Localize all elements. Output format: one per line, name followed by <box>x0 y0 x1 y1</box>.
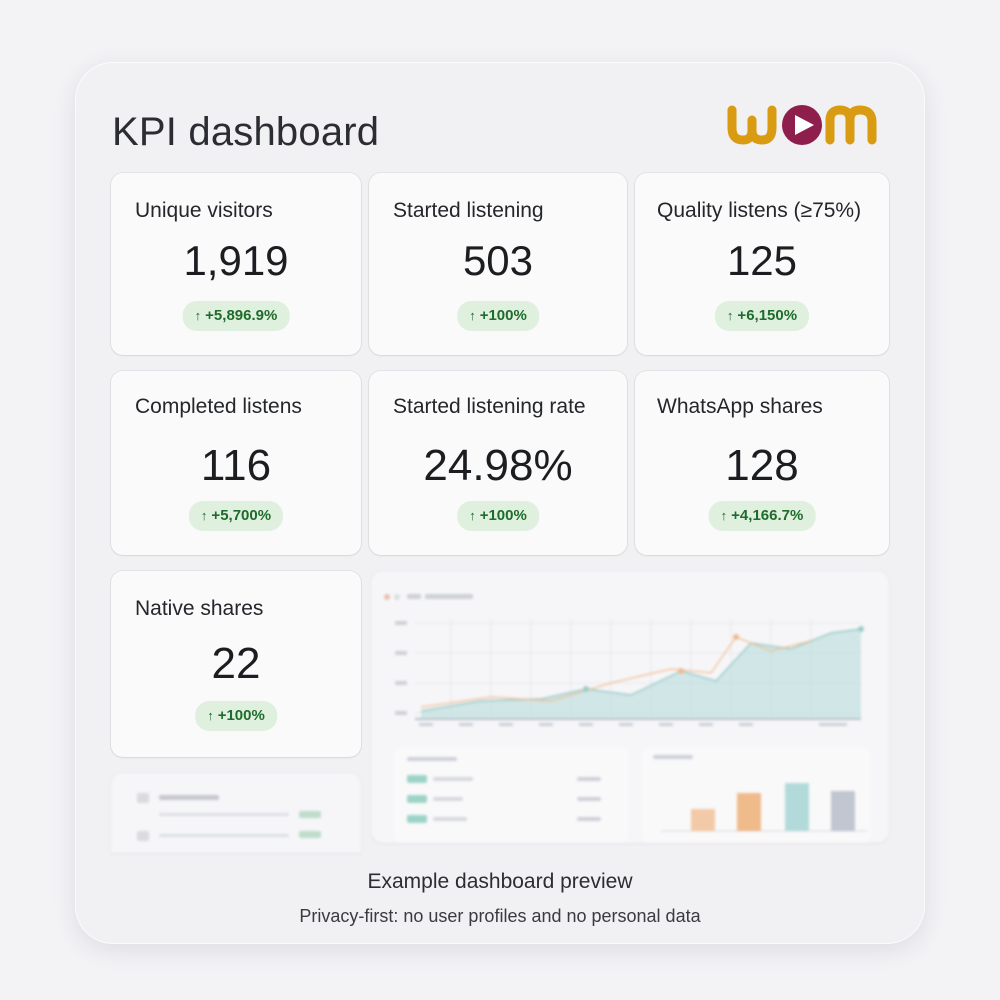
kpi-value: 503 <box>462 237 534 284</box>
kpi-label: Started listening <box>393 199 544 222</box>
kpi-label: Started listening rate <box>393 395 586 418</box>
preview-caption: Example dashboard preview <box>367 870 633 893</box>
kpi-delta-badge: ↑ +5,896.9% <box>182 301 290 331</box>
page-title: KPI dashboard <box>112 110 380 154</box>
kpi-label: Unique visitors <box>135 199 273 222</box>
kpi-delta-badge: ↑ +100% <box>457 501 539 531</box>
kpi-card-native-shares: Native shares 22 ↑ +100% <box>111 571 361 757</box>
preview-list-card <box>111 773 361 853</box>
kpi-value: 125 <box>726 237 798 284</box>
arrow-up-icon: ↑ <box>726 308 734 323</box>
kpi-label: Native shares <box>135 597 264 620</box>
kpi-delta-badge: ↑ +100% <box>457 301 539 331</box>
kpi-delta-badge: ↑ +4,166.7% <box>708 501 816 531</box>
kpi-delta-badge: ↑ +5,700% <box>188 501 284 531</box>
kpi-card-started-listening: Started listening 503 ↑ +100% <box>369 173 627 355</box>
preview-list-placeholder <box>137 793 321 841</box>
kpi-delta-badge: ↑ +6,150% <box>714 301 810 331</box>
kpi-card-started-listening-rate: Started listening rate 24.98% ↑ +100% <box>369 371 627 555</box>
kpi-value: 116 <box>200 441 272 490</box>
kpi-delta-badge: ↑ +100% <box>195 701 277 731</box>
arrow-up-icon: ↑ <box>469 308 476 323</box>
kpi-card-completed-listens: Completed listens 116 ↑ +5,700% <box>111 371 361 555</box>
kpi-label: Quality listens (≥75%) <box>657 199 862 222</box>
preview-chart-placeholder <box>384 594 871 843</box>
arrow-up-icon: ↑ <box>469 508 476 523</box>
arrow-up-icon: ↑ <box>207 708 214 723</box>
kpi-value: 1,919 <box>183 237 289 284</box>
kpi-value: 24.98% <box>423 441 573 490</box>
privacy-note: Privacy-first: no user profiles and no p… <box>299 906 701 926</box>
kpi-card-unique-visitors: Unique visitors 1,919 ↑ +5,896.9% <box>111 173 361 355</box>
kpi-label: WhatsApp shares <box>657 395 823 418</box>
arrow-up-icon: ↑ <box>200 508 208 523</box>
kpi-card-whatsapp-shares: WhatsApp shares 128 ↑ +4,166.7% <box>635 371 889 555</box>
arrow-up-icon: ↑ <box>720 508 728 523</box>
kpi-value: 128 <box>725 441 799 490</box>
kpi-label: Completed listens <box>135 395 302 418</box>
kpi-value: 22 <box>211 639 261 688</box>
arrow-up-icon: ↑ <box>194 308 202 323</box>
wom-logo <box>727 105 877 145</box>
preview-chart-card <box>371 571 889 843</box>
kpi-card-quality-listens: Quality listens (≥75%) 125 ↑ +6,150% <box>635 173 889 355</box>
